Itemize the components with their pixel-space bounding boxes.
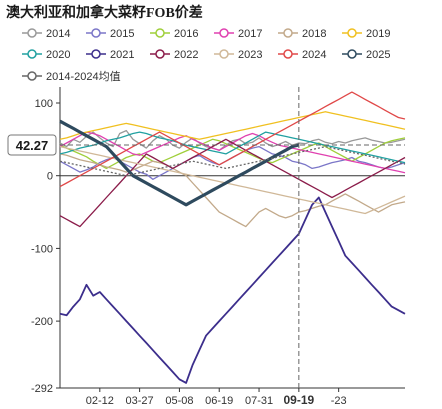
crosshair-value-box [7, 134, 57, 156]
legend-marker-2021 [91, 49, 101, 59]
legend-label-2022[interactable]: 2022 [174, 49, 198, 61]
x-tick-label: 05-08 [165, 395, 193, 407]
legend-marker-2015 [91, 28, 101, 38]
y-tick-label: 100 [35, 98, 53, 110]
x-tick-label: 02-12 [86, 395, 114, 407]
series-line-2018 [59, 153, 406, 228]
y-tick-label: -292 [31, 383, 53, 395]
x-tick-label: 09-19 [283, 393, 314, 407]
legend-label-2016[interactable]: 2016 [174, 28, 198, 40]
legend-label-2017[interactable]: 2017 [238, 28, 262, 40]
legend-marker-2023 [219, 49, 229, 59]
chart-title: 澳大利亚和加拿大菜籽FOB价差 [6, 6, 203, 21]
legend-label-2015[interactable]: 2015 [110, 28, 134, 40]
crosshair-value-label: 42.27 [16, 138, 49, 153]
series-line-2021 [59, 196, 406, 384]
legend-marker-2020 [27, 49, 37, 59]
series-line-2019 [59, 111, 406, 140]
legend-label-2018[interactable]: 2018 [302, 28, 326, 40]
legend-label-2023[interactable]: 2023 [238, 49, 262, 61]
legend-marker-2024 [283, 49, 293, 59]
series-line-2014 [59, 129, 406, 151]
y-tick-label: -200 [31, 316, 53, 328]
legend-marker-2016 [155, 28, 165, 38]
legend-label-2020[interactable]: 2020 [46, 49, 70, 61]
legend-marker-2025 [347, 49, 357, 59]
series-line-2025 [59, 119, 300, 207]
legend-label-2014[interactable]: 2014 [46, 28, 70, 40]
series-line-2014-2024均值 [59, 145, 406, 177]
legend-label-2024[interactable]: 2024 [302, 49, 326, 61]
y-tick-label: 0 [47, 171, 53, 183]
legend-marker-2014-2024均值 [27, 71, 37, 81]
series-line-2020 [59, 131, 406, 164]
legend-marker-2014 [27, 28, 37, 38]
legend-label-2025[interactable]: 2025 [366, 49, 390, 61]
series-line-2024 [59, 91, 406, 188]
y-tick-label: -100 [31, 243, 53, 255]
x-tick-label: 03-27 [126, 395, 154, 407]
x-tick-label: 06-19 [205, 395, 233, 407]
legend-marker-2019 [347, 28, 357, 38]
legend-marker-2017 [219, 28, 229, 38]
legend-label-2014-2024均值[interactable]: 2014-2024均值 [46, 70, 121, 83]
x-tick-label: 07-31 [245, 395, 273, 407]
legend-marker-2018 [283, 28, 293, 38]
x-tick-label: -23 [331, 395, 347, 407]
legend-marker-2022 [155, 49, 165, 59]
legend-label-2021[interactable]: 2021 [110, 49, 134, 61]
legend-label-2019[interactable]: 2019 [366, 28, 390, 40]
series-line-2022 [59, 138, 406, 228]
series-line-2016 [59, 137, 406, 170]
